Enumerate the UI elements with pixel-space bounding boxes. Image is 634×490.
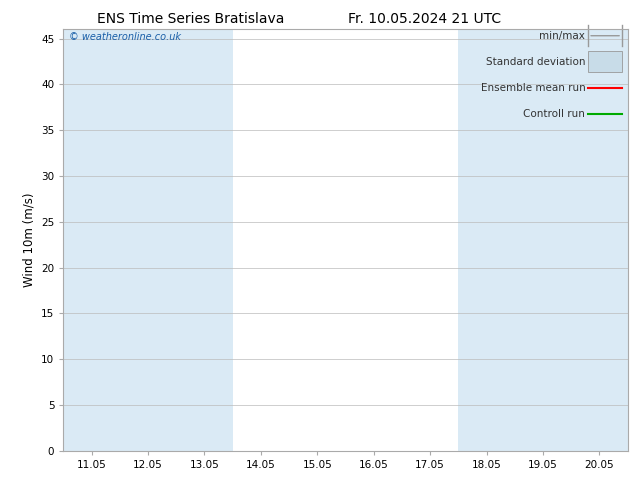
Text: Fr. 10.05.2024 21 UTC: Fr. 10.05.2024 21 UTC: [348, 12, 501, 26]
Bar: [63, 29, 120, 451]
Bar: [176, 29, 233, 451]
Text: Standard deviation: Standard deviation: [486, 57, 585, 67]
Text: Ensemble mean run: Ensemble mean run: [481, 83, 585, 93]
Bar: [571, 29, 628, 451]
Bar: [120, 29, 176, 451]
FancyBboxPatch shape: [588, 51, 622, 73]
Text: ENS Time Series Bratislava: ENS Time Series Bratislava: [96, 12, 284, 26]
Y-axis label: Wind 10m (m/s): Wind 10m (m/s): [23, 193, 36, 287]
Bar: [515, 29, 571, 451]
Text: © weatheronline.co.uk: © weatheronline.co.uk: [69, 31, 181, 42]
Bar: [458, 29, 515, 451]
Text: Controll run: Controll run: [524, 109, 585, 119]
Text: min/max: min/max: [540, 31, 585, 41]
